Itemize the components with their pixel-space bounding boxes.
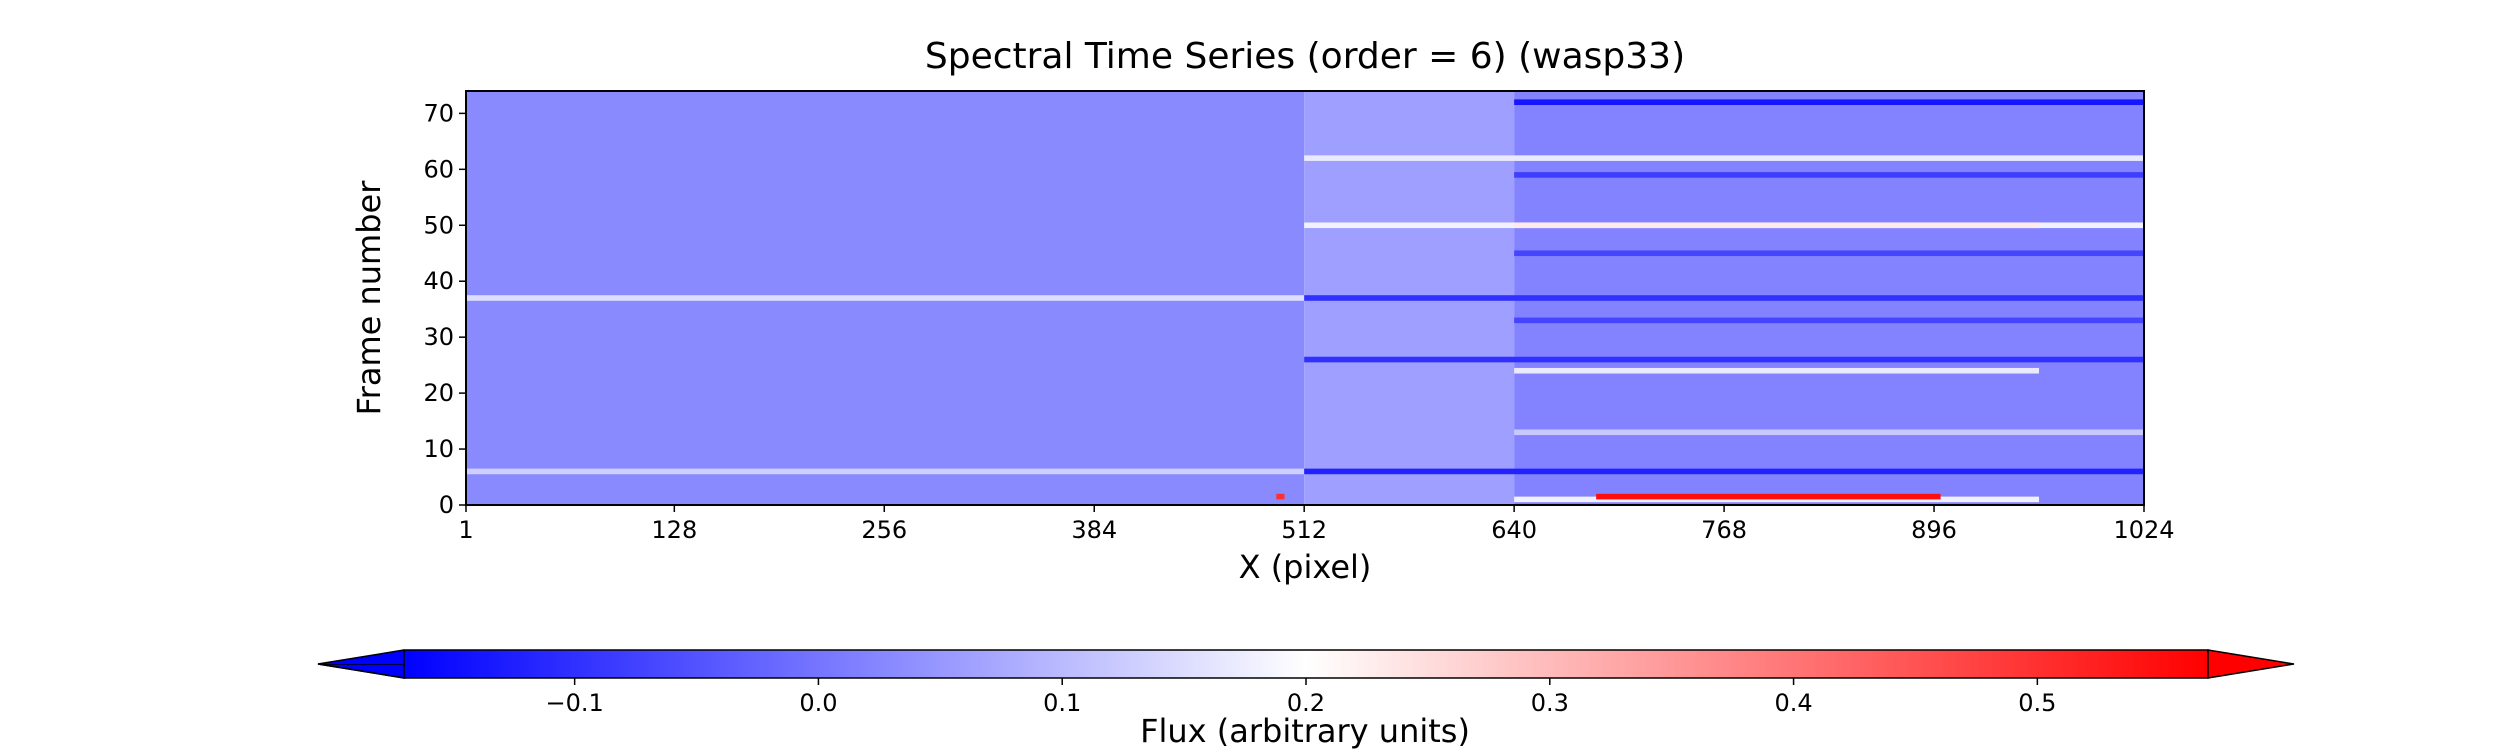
x-tick-label: 512 [1281,516,1327,544]
y-tick-label: 50 [423,211,454,239]
heatmap-frame-feature [1514,429,2144,436]
colorbar-tick-label: −0.1 [546,689,604,717]
heatmap-frame-feature [1276,493,1285,500]
y-axis-label: Frame number [350,180,388,416]
y-tick-label: 70 [423,99,454,127]
x-tick-label: 256 [861,516,907,544]
heatmap-frame-feature [1304,468,2144,475]
heatmap-frame-feature [1304,155,2144,161]
heatmap-frame-feature [1514,99,2144,105]
heatmap-frame-feature [1304,356,2144,363]
y-tick-label: 40 [423,267,454,295]
x-axis: 1 128 256 384 512 640 768 896 1024 [458,505,2175,544]
heatmap-frame-feature [466,295,1305,301]
heatmap-frame-feature [1514,172,2144,178]
colorbar-tick-label: 0.1 [1043,689,1081,717]
x-tick-label: 640 [1491,516,1537,544]
x-tick-label: 128 [651,516,697,544]
x-tick-label: 384 [1071,516,1117,544]
chart-title: Spectral Time Series (order = 6) (wasp33… [925,36,1685,77]
heatmap-frame-feature [1596,493,1941,500]
heatmap-frame-feature [1304,295,2144,301]
y-tick-label: 20 [423,379,454,407]
heatmap-frame-feature [466,468,1305,475]
heatmap-frame-feature [1514,317,2144,324]
colorbar-tick-label: 0.0 [799,689,837,717]
y-axis: 0 10 20 30 40 50 60 70 [423,99,466,519]
x-tick-label: 1024 [2113,516,2174,544]
colorbar-tick-label: 0.4 [1774,689,1812,717]
colorbar-extend-high [2207,649,2295,679]
x-tick-label: 896 [1911,516,1957,544]
y-tick-label: 60 [423,155,454,183]
y-tick-label: 30 [423,323,454,351]
heatmap-frame-feature [1514,250,2144,257]
x-tick-label: 1 [458,516,473,544]
plot-frame [465,90,2145,506]
colorbar: −0.1 0.0 0.1 0.2 0.3 0.4 0.5 Flux (arbitrary u… [317,649,2295,750]
heatmap [466,91,2144,505]
colorbar-tick-label: 0.3 [1531,689,1569,717]
heatmap-frame-feature [1514,367,2040,374]
colorbar-tick-label: 0.2 [1287,689,1325,717]
colorbar-ticks: −0.1 0.0 0.1 0.2 0.3 0.4 0.5 [546,678,2056,717]
heatmap-frame-feature [1514,222,2040,229]
x-tick-label: 768 [1701,516,1747,544]
y-tick-label: 10 [423,435,454,463]
colorbar-label: Flux (arbitrary units) [1140,712,1470,750]
x-axis-label: X (pixel) [1239,548,1372,586]
y-tick-label: 0 [439,491,454,519]
colorbar-body [403,649,2209,679]
colorbar-tick-label: 0.5 [2018,689,2056,717]
